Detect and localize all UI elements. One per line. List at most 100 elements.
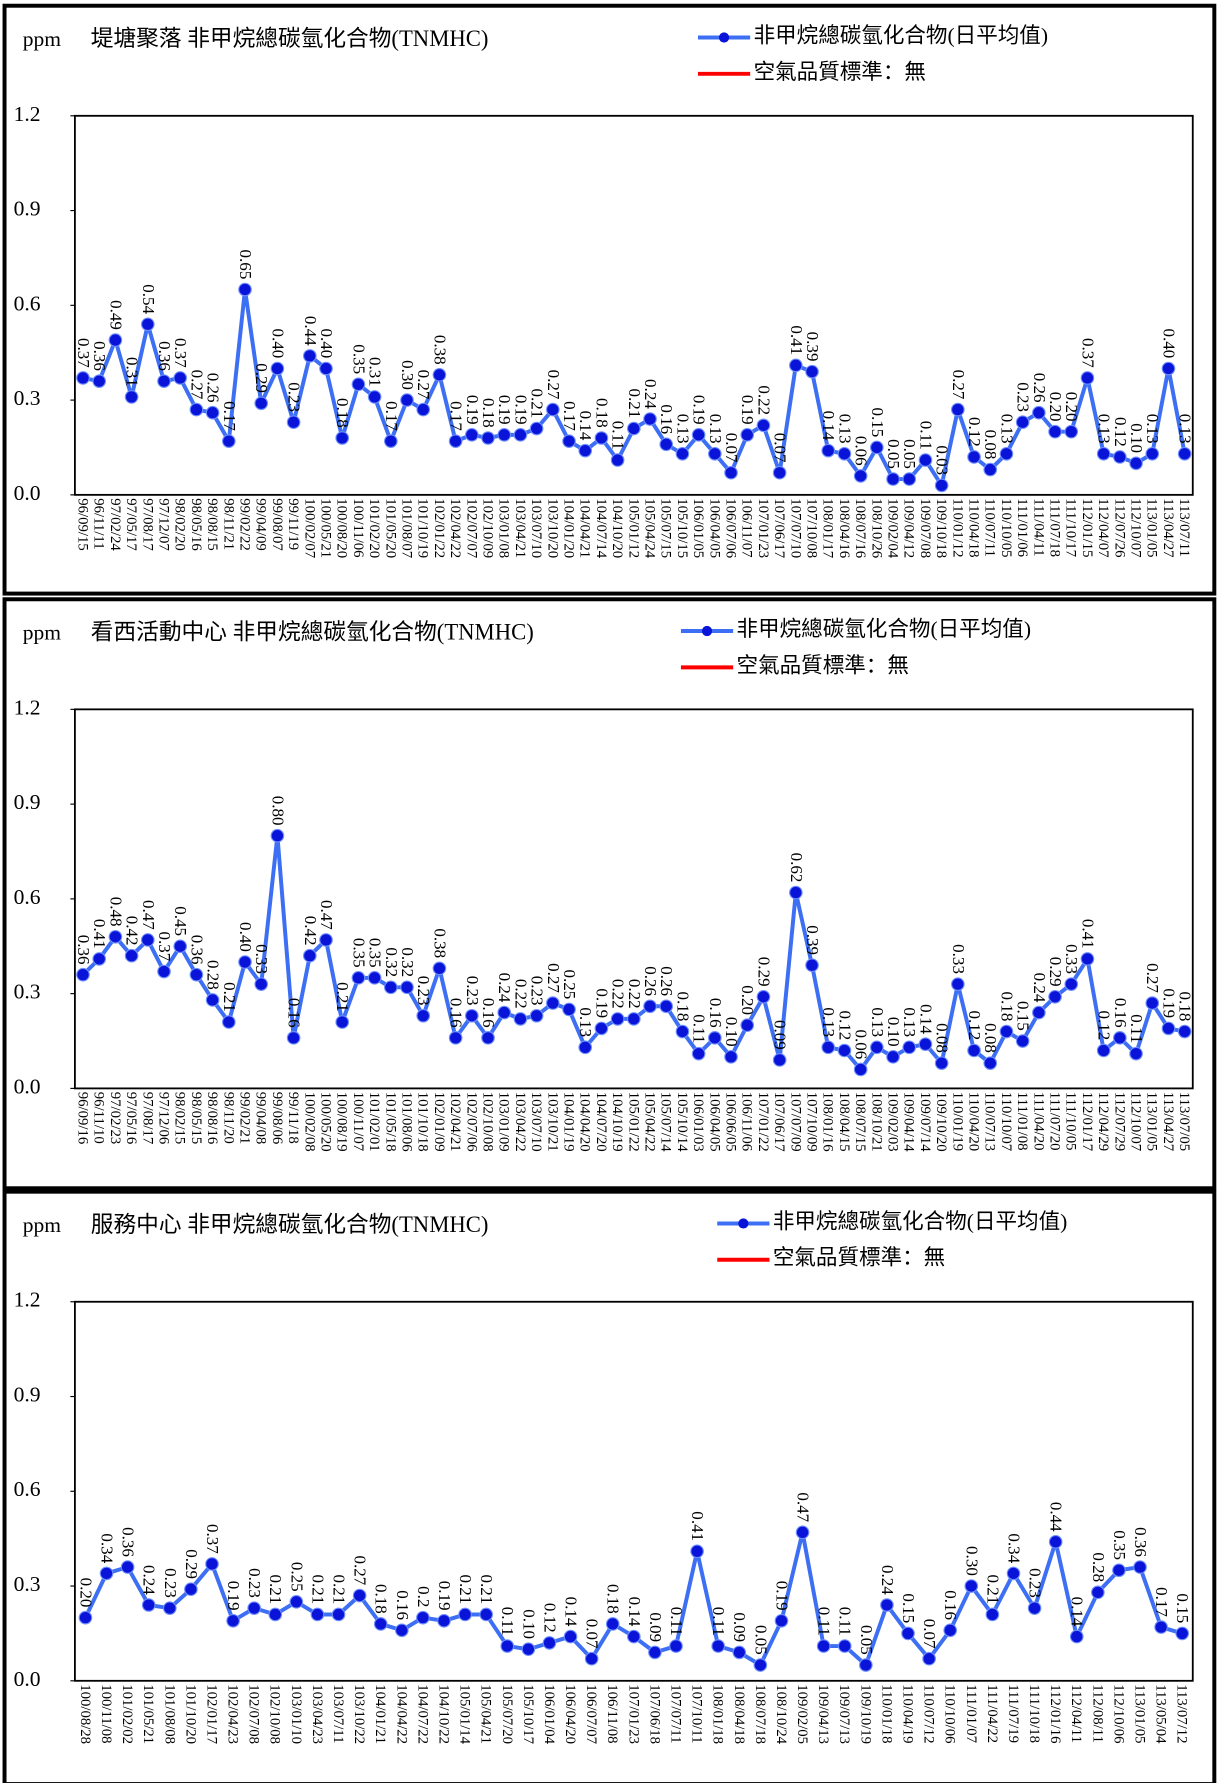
data-point: [270, 828, 285, 843]
data-label: 0.27: [1143, 963, 1162, 993]
data-point: [853, 469, 868, 483]
data-point: [76, 967, 90, 982]
data-label: 0.11: [709, 1607, 728, 1636]
x-tick-label: 102/10/09: [479, 498, 495, 558]
x-tick-label: 105/01/14: [457, 1684, 473, 1744]
x-tick-label: 101/02/02: [119, 1684, 135, 1744]
x-tick-label: 111/07/19: [1005, 1684, 1021, 1743]
data-label: 0.17: [1152, 1587, 1171, 1617]
x-tick-label: 107/06/17: [771, 498, 787, 558]
data-point: [918, 1037, 933, 1051]
x-tick-label: 98/02/15: [172, 1092, 188, 1144]
data-label: 0.36: [74, 935, 93, 965]
x-tick-label: 107/07/09: [787, 1092, 803, 1152]
data-point: [205, 405, 220, 420]
data-point: [610, 453, 625, 467]
data-point: [120, 1560, 135, 1574]
data-label: 0.05: [900, 439, 919, 469]
x-tick-label: 104/01/19: [561, 1092, 577, 1152]
x-tick-label: 109/07/13: [836, 1684, 852, 1744]
x-tick-label: 113/07/12: [1174, 1684, 1190, 1743]
x-tick-label: 96/09/16: [74, 1092, 90, 1144]
data-label: 0.18: [333, 398, 352, 428]
x-tick-label: 102/01/22: [431, 498, 447, 558]
data-label: 0.14: [576, 411, 595, 441]
data-point: [184, 1582, 198, 1597]
data-point: [1027, 1601, 1042, 1615]
x-tick-label: 96/11/11: [91, 498, 107, 549]
y-tick-label: 0.0: [14, 1667, 41, 1691]
data-label: 0.11: [1127, 1014, 1146, 1043]
x-tick-label: 104/04/21: [577, 498, 593, 558]
data-label: 0.18: [592, 398, 611, 428]
data-label: 0.23: [245, 1568, 264, 1598]
x-tick-label: 97/05/16: [123, 1092, 139, 1144]
data-point: [303, 349, 317, 363]
x-tick-label: 110/10/07: [998, 1092, 1014, 1151]
data-label: 0.37: [171, 338, 190, 368]
x-tick-label: 103/01/09: [496, 1092, 512, 1152]
data-point: [837, 1043, 852, 1058]
x-tick-label: 101/05/20: [382, 498, 398, 558]
data-label: 0.21: [456, 1574, 475, 1604]
x-tick-label: 104/07/20: [593, 1092, 609, 1152]
x-tick-label: 110/01/18: [878, 1684, 894, 1743]
data-label: 0.13: [997, 414, 1016, 444]
x-tick-label: 99/11/19: [285, 498, 301, 550]
data-point: [983, 462, 998, 477]
data-point: [458, 1607, 472, 1622]
data-point: [513, 428, 528, 442]
data-label: 0.35: [349, 938, 368, 968]
data-point: [983, 1056, 998, 1070]
data-label: 0.21: [220, 982, 239, 1012]
data-point: [448, 1031, 463, 1045]
data-label: 0.31: [123, 357, 142, 387]
data-label: 0.13: [819, 1007, 838, 1037]
data-point: [922, 1651, 936, 1666]
data-point: [521, 1642, 536, 1657]
data-point: [1048, 989, 1062, 1004]
data-label: 0.11: [498, 1607, 517, 1636]
data-label: 0.27: [544, 963, 563, 993]
x-tick-label: 103/10/22: [351, 1684, 367, 1744]
x-tick-label: 110/01/19: [949, 1092, 965, 1151]
data-point: [943, 1623, 958, 1638]
data-label: 0.06: [852, 1029, 871, 1059]
data-point: [669, 1639, 683, 1653]
data-label: 0.44: [301, 316, 320, 346]
x-tick-label: 111/04/11: [1030, 498, 1046, 556]
x-tick-label: 105/01/22: [625, 1092, 641, 1152]
legend-marker: [718, 32, 730, 43]
data-label: 0.10: [884, 1017, 903, 1047]
data-label: 0.17: [220, 401, 239, 431]
data-point: [1096, 1043, 1111, 1058]
data-point: [319, 361, 333, 376]
data-point: [1161, 1021, 1176, 1036]
x-tick-label: 106/07/07: [583, 1684, 599, 1744]
data-point: [805, 364, 819, 379]
plot-area: [73, 1300, 1194, 1682]
data-label: 0.40: [268, 329, 287, 359]
data-label: 0.20: [76, 1578, 95, 1608]
x-tick-label: 111/01/08: [1014, 1092, 1030, 1151]
data-point: [886, 472, 900, 486]
data-label: 0.40: [1159, 329, 1178, 359]
x-tick-label: 107/06/18: [646, 1684, 662, 1744]
data-label: 0.21: [625, 389, 644, 419]
data-label: 0.33: [949, 944, 968, 974]
x-tick-label: 102/01/09: [431, 1092, 447, 1152]
data-point: [562, 1002, 576, 1017]
data-label: 0.12: [965, 417, 984, 447]
x-tick-label: 103/04/21: [512, 498, 528, 558]
data-point: [584, 1651, 599, 1666]
chart-panel: ppm 服務中心 非甲烷總碳氫化合物(TNMHC) 非甲烷總碳氫化合物(日平均值) 空…: [2, 1189, 1217, 1783]
data-point: [740, 428, 755, 442]
data-point: [967, 450, 981, 464]
x-tick-label: 100/08/19: [334, 1092, 350, 1152]
x-tick-label: 107/10/11: [689, 1684, 705, 1743]
x-tick-label: 112/08/11: [1089, 1684, 1105, 1743]
chart-panel: ppm 堤塘聚落 非甲烷總碳氫化合物(TNMHC) 非甲烷總碳氫化合物(日平均值) 空…: [2, 3, 1217, 596]
x-tick-label: 98/11/20: [220, 1092, 236, 1144]
data-label: 0.19: [463, 395, 482, 425]
